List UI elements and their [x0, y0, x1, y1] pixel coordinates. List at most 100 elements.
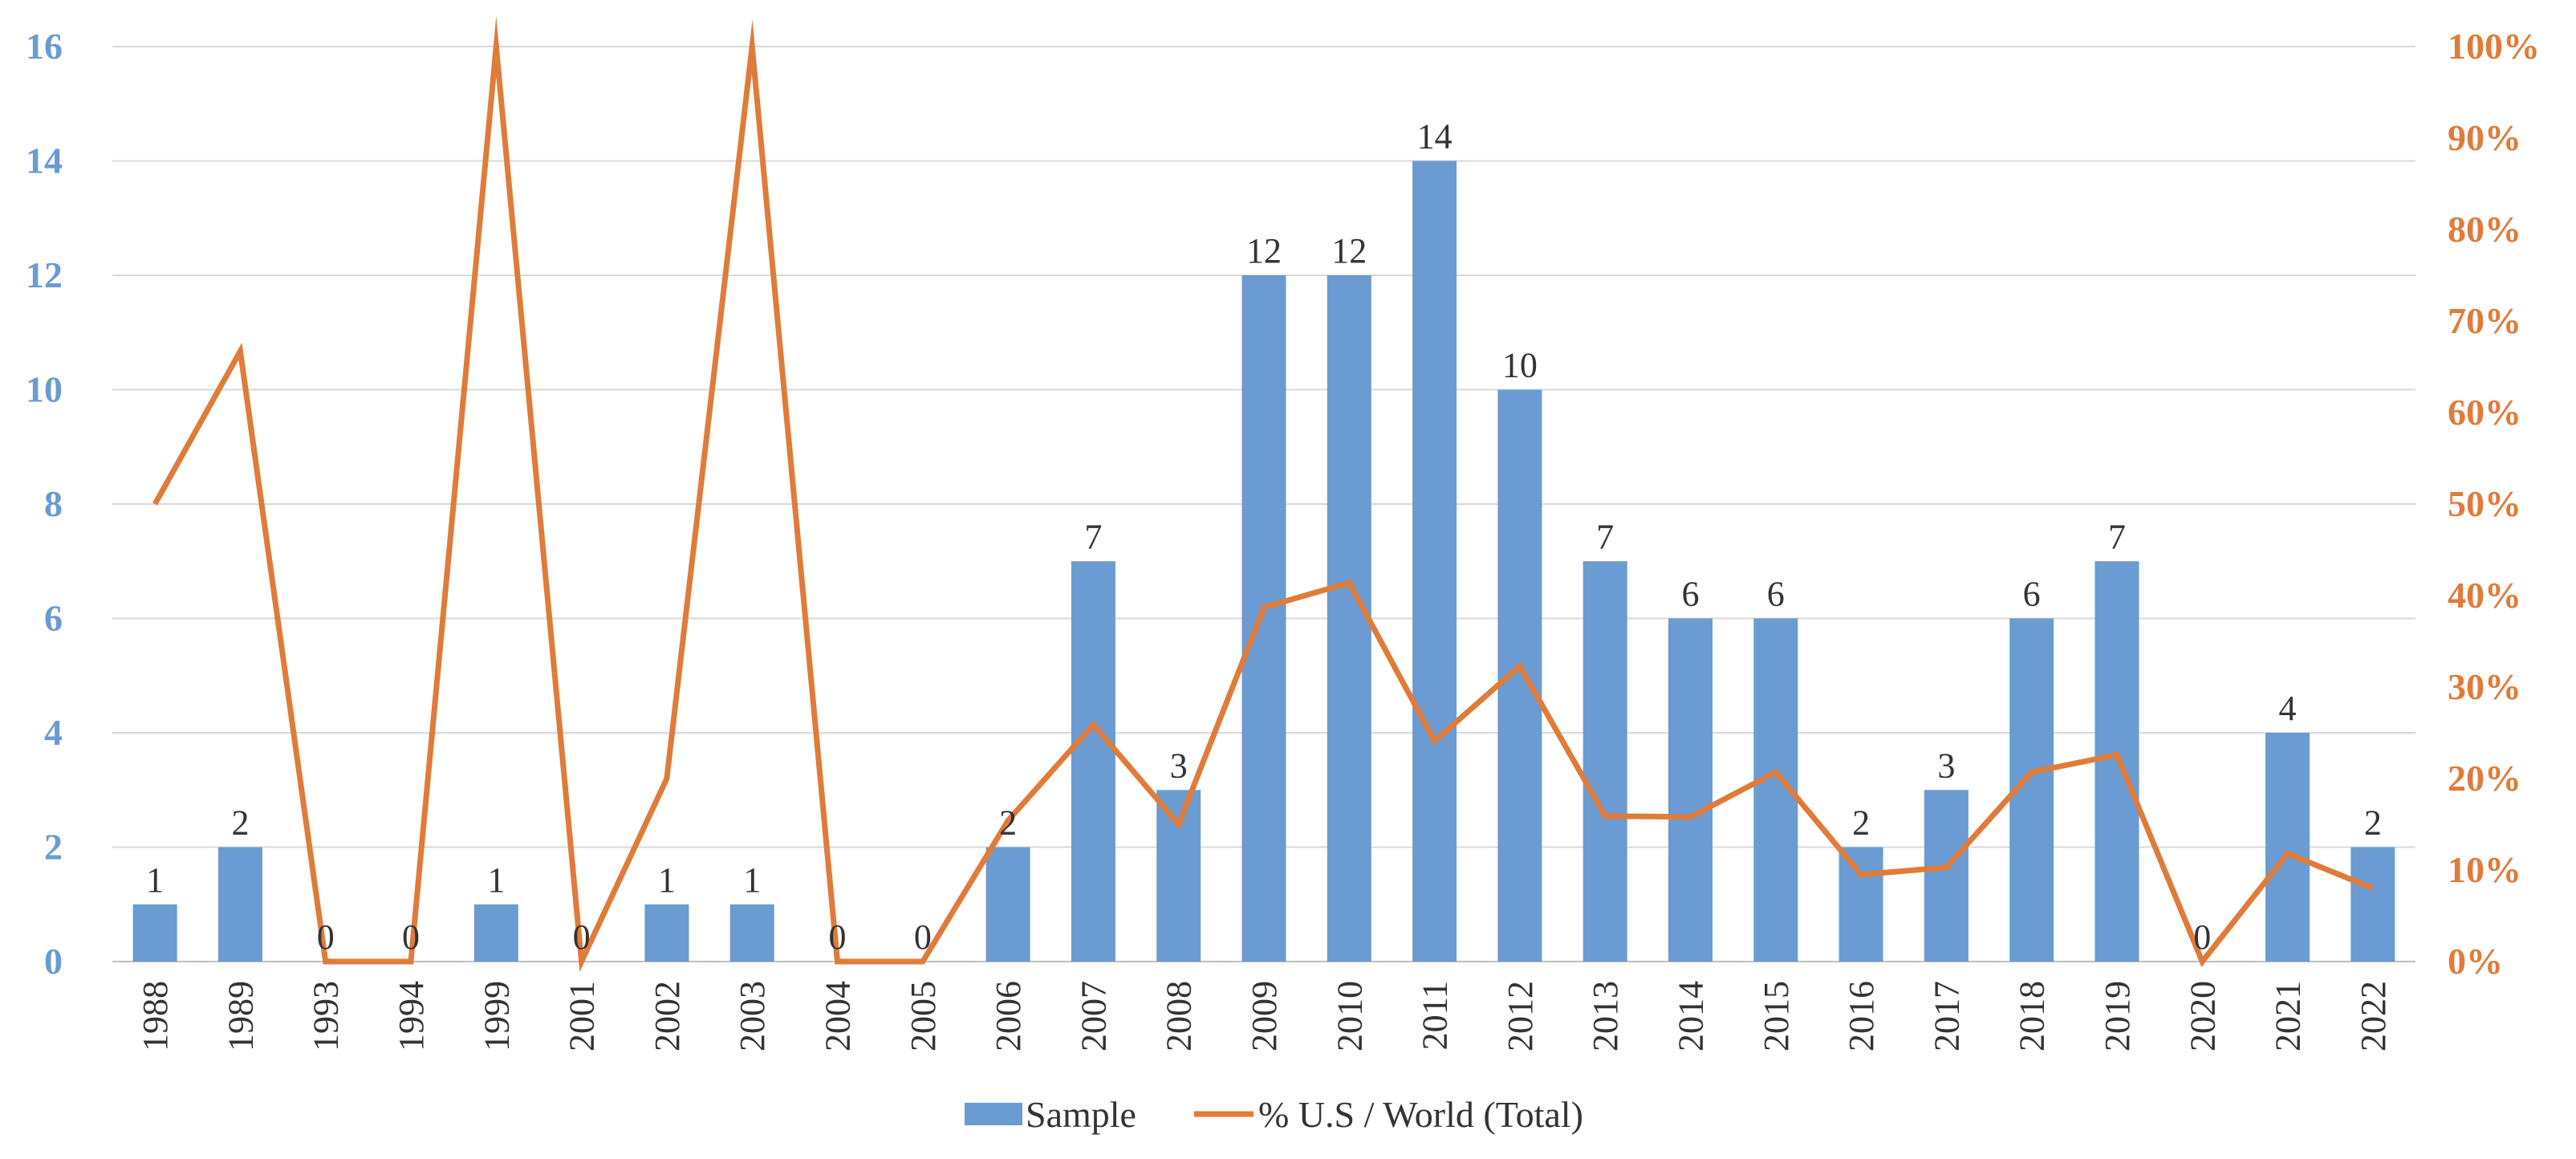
x-tick-label: 2012 [1501, 981, 1540, 1051]
x-tick-label: 2006 [989, 981, 1028, 1051]
left-tick-label: 12 [26, 254, 63, 295]
bar [1924, 790, 1969, 962]
x-tick-label: 2011 [1416, 981, 1455, 1050]
bar-data-label: 0 [914, 917, 932, 957]
x-tick-label: 1993 [307, 981, 346, 1051]
bar-data-label: 6 [1681, 575, 1699, 614]
x-tick-label: 2010 [1330, 981, 1369, 1051]
bar [2350, 847, 2395, 962]
right-tick-label: 100% [2448, 26, 2540, 67]
legend-label-us-world: % U.S / World (Total) [1258, 1094, 1583, 1135]
bar-series-sample [132, 161, 2395, 962]
bar-data-label: 14 [1417, 117, 1453, 157]
bar-data-label: 7 [1084, 517, 1102, 556]
bar-data-label: 0 [402, 917, 420, 957]
right-tick-label: 60% [2448, 392, 2521, 433]
bar-data-label: 6 [2023, 575, 2041, 614]
x-tick-label: 2018 [2013, 981, 2052, 1051]
x-tick-label: 2008 [1160, 981, 1199, 1051]
right-tick-label: 0% [2448, 941, 2503, 982]
bar [729, 904, 774, 962]
right-tick-label: 90% [2448, 117, 2521, 158]
bar [1412, 161, 1457, 962]
right-tick-label: 80% [2448, 209, 2521, 250]
bar [1071, 561, 1115, 962]
x-tick-label: 1989 [221, 981, 260, 1051]
right-axis-ticks: 0% 10% 20% 30% 40% 50% 60% 70% 80% 90% 100% [2448, 26, 2540, 982]
bar-data-label: 7 [2108, 517, 2126, 556]
right-tick-label: 20% [2448, 758, 2521, 799]
bar [644, 904, 689, 962]
bar-data-label: 1 [487, 860, 505, 900]
bar [2265, 733, 2310, 962]
bar [132, 904, 177, 962]
bar [1241, 275, 1286, 962]
left-tick-label: 6 [44, 598, 63, 639]
bar [1668, 618, 1713, 962]
x-tick-label: 2002 [648, 981, 687, 1051]
x-tick-label: 2019 [2098, 981, 2137, 1051]
x-tick-label: 1988 [136, 981, 175, 1051]
left-tick-label: 0 [44, 941, 63, 982]
right-tick-label: 40% [2448, 575, 2521, 616]
bar [985, 847, 1030, 962]
x-tick-label: 2017 [1927, 981, 1966, 1051]
bar-data-label: 2 [231, 803, 249, 843]
right-tick-label: 10% [2448, 849, 2521, 890]
bar-data-label: 2 [2364, 803, 2382, 843]
x-tick-label: 2021 [2269, 981, 2308, 1051]
right-tick-label: 30% [2448, 666, 2521, 707]
left-tick-label: 14 [26, 140, 63, 181]
x-tick-label: 2015 [1757, 981, 1796, 1051]
x-tick-label: 2020 [2183, 981, 2222, 1051]
legend-label-sample: Sample [1026, 1094, 1136, 1135]
x-tick-label: 2013 [1586, 981, 1625, 1051]
x-tick-label: 2016 [1842, 981, 1881, 1051]
left-tick-label: 2 [44, 827, 63, 868]
bar-data-label: 1 [146, 860, 164, 900]
x-tick-label: 1994 [392, 981, 431, 1051]
legend-swatch-sample [965, 1103, 1022, 1125]
left-tick-label: 16 [26, 26, 63, 67]
bar-data-label: 0 [573, 917, 591, 957]
bar [473, 904, 518, 962]
bar-data-label: 12 [1246, 231, 1282, 270]
bar-data-label: 2 [999, 803, 1017, 843]
left-tick-label: 8 [44, 483, 63, 524]
x-tick-label: 2007 [1074, 981, 1113, 1051]
legend: Sample % U.S / World (Total) [965, 1094, 1583, 1135]
right-tick-label: 50% [2448, 483, 2521, 524]
x-axis-ticks: 1988 1989 1993 1994 1999 2001 2002 2003 2004 2005… [136, 981, 2393, 1051]
x-tick-label: 2022 [2354, 981, 2393, 1051]
left-axis-ticks: 0 2 4 6 8 10 12 14 16 [26, 26, 63, 982]
bar-data-label: 7 [1596, 517, 1614, 556]
left-tick-label: 4 [44, 712, 63, 753]
bar-data-label: 3 [1937, 746, 1955, 785]
bar-data-label: 4 [2279, 689, 2297, 728]
x-tick-label: 2005 [904, 981, 943, 1051]
line-series-us-world [152, 16, 2375, 973]
bar-data-label: 0 [317, 917, 335, 957]
x-tick-label: 2009 [1245, 981, 1284, 1051]
bar-data-label: 1 [743, 860, 761, 900]
bar-data-label: 12 [1331, 231, 1367, 270]
x-tick-label: 2004 [819, 981, 858, 1051]
bar-data-label: 10 [1502, 346, 1538, 385]
x-tick-label: 2014 [1671, 981, 1710, 1051]
bar-data-label: 0 [2193, 917, 2211, 957]
x-tick-label: 2001 [563, 981, 602, 1051]
bar [1497, 389, 1542, 962]
bar [1327, 275, 1371, 962]
bar-data-label: 1 [658, 860, 676, 900]
bar [1583, 561, 1627, 962]
bar-data-label: 0 [829, 917, 847, 957]
left-tick-label: 10 [26, 369, 63, 410]
bar [1156, 790, 1201, 962]
bar-data-label: 2 [1852, 803, 1870, 843]
bar-data-label: 6 [1767, 575, 1785, 614]
bar [217, 847, 262, 962]
x-tick-label: 2003 [733, 981, 772, 1051]
x-tick-label: 1999 [477, 981, 516, 1051]
